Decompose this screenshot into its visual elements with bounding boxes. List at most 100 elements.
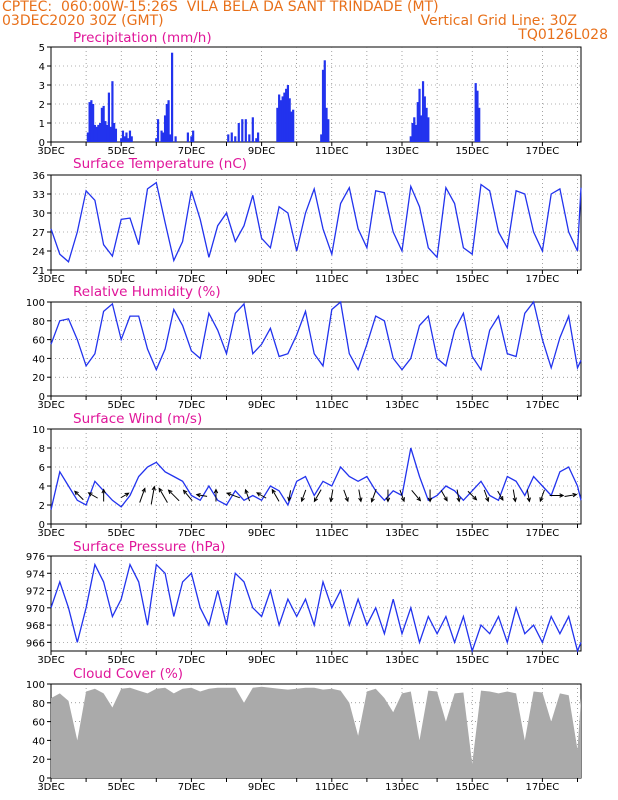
y-tick-label-cloud: 80 bbox=[32, 699, 45, 710]
precip-bar bbox=[155, 138, 158, 142]
wind-arrow-head bbox=[485, 497, 490, 503]
precip-bar bbox=[95, 126, 98, 142]
x-tick-label: 11DEC bbox=[315, 655, 349, 666]
precip-bar bbox=[111, 81, 114, 142]
wind-arrow bbox=[120, 492, 129, 499]
y-tick-label-rh: 60 bbox=[32, 336, 45, 347]
y-tick-label-rh: 0 bbox=[39, 392, 45, 403]
panel-title-pres: Surface Pressure (hPa) bbox=[73, 539, 226, 555]
wind-arrow-head bbox=[124, 492, 130, 497]
precip-bar bbox=[170, 52, 174, 143]
precip-bar bbox=[100, 107, 103, 142]
precip-bar bbox=[474, 83, 477, 142]
line-wind bbox=[50, 447, 582, 510]
y-tick-label-pres: 970 bbox=[26, 604, 45, 615]
wind-arrow bbox=[371, 488, 377, 503]
wind-arrow bbox=[271, 489, 280, 502]
x-tick-label: 9DEC bbox=[248, 400, 275, 411]
wind-arrow bbox=[467, 490, 477, 501]
wind-arrow bbox=[539, 489, 545, 502]
x-tick-label: 17DEC bbox=[526, 274, 560, 285]
precip-bar bbox=[127, 138, 130, 142]
y-tick-label-rh: 100 bbox=[26, 298, 45, 309]
y-tick-label-pres: 976 bbox=[26, 552, 45, 563]
x-tick-label: 7DEC bbox=[178, 400, 205, 411]
x-tick-label: 3DEC bbox=[37, 400, 64, 411]
x-tick-label: 7DEC bbox=[178, 782, 205, 793]
y-tick-label-cloud: 60 bbox=[32, 718, 45, 729]
panel-title-wind: Surface Wind (m/s) bbox=[73, 411, 202, 427]
x-tick-label: 17DEC bbox=[526, 655, 560, 666]
precip-bar bbox=[106, 124, 109, 142]
wind-arrow-head bbox=[313, 497, 318, 503]
precip-bar bbox=[323, 60, 326, 142]
y-tick-label-precip: 1 bbox=[39, 119, 45, 130]
precip-bar bbox=[163, 115, 167, 142]
wind-arrow bbox=[74, 490, 84, 501]
wind-arrow bbox=[399, 489, 405, 502]
wind-arrow-head bbox=[572, 492, 578, 498]
precip-bar bbox=[90, 100, 93, 142]
precip-bar bbox=[248, 134, 251, 142]
precip-bar bbox=[237, 123, 240, 142]
y-tick-label-temp: 33 bbox=[32, 190, 45, 201]
wind-arrow-head bbox=[539, 497, 544, 503]
wind-arrow bbox=[440, 490, 448, 501]
x-tick-label: 13DEC bbox=[385, 528, 419, 539]
precip-bar bbox=[114, 128, 118, 142]
wind-arrow bbox=[227, 492, 241, 499]
x-tick-label: 9DEC bbox=[248, 146, 275, 157]
wind-arrow-head bbox=[226, 492, 232, 497]
x-tick-label: 13DEC bbox=[385, 400, 419, 411]
y-tick-label-rh: 40 bbox=[32, 354, 45, 365]
x-tick-label: 11DEC bbox=[315, 274, 349, 285]
wind-arrow-head bbox=[427, 497, 433, 503]
wind-arrow-head bbox=[559, 493, 565, 498]
x-tick-label: 5DEC bbox=[108, 655, 135, 666]
precip-bar bbox=[230, 132, 233, 142]
precip-bar bbox=[192, 130, 195, 142]
wind-arrow-head bbox=[244, 488, 249, 494]
y-tick-label-precip: 3 bbox=[39, 81, 45, 92]
header-date: 03DEC2020 30Z (GMT) bbox=[2, 13, 164, 29]
y-tick-label-pres: 974 bbox=[26, 569, 45, 580]
panel-title-rh: Relative Humidity (%) bbox=[73, 284, 221, 300]
x-tick-label: 3DEC bbox=[37, 655, 64, 666]
x-tick-label: 3DEC bbox=[37, 528, 64, 539]
y-tick-label-cloud: 0 bbox=[39, 774, 45, 785]
wind-arrow bbox=[139, 488, 146, 503]
line-pres bbox=[50, 562, 582, 654]
precip-bar bbox=[109, 126, 112, 142]
wind-arrow-head bbox=[300, 497, 305, 503]
x-tick-label: 15DEC bbox=[455, 400, 489, 411]
precip-bar bbox=[416, 102, 419, 142]
x-tick-label: 7DEC bbox=[178, 528, 205, 539]
header-grid-line-info: Vertical Grid Line: 30Z bbox=[420, 13, 577, 29]
y-tick-label-wind: 0 bbox=[39, 520, 45, 531]
precip-bar bbox=[411, 123, 414, 142]
x-tick-label: 9DEC bbox=[248, 274, 275, 285]
precip-bar bbox=[425, 107, 428, 142]
x-tick-label: 13DEC bbox=[385, 274, 419, 285]
header-line-1: CPTEC: 060:00W-15:26S VILA BELA DA SANT … bbox=[2, 0, 439, 15]
precip-bar bbox=[292, 109, 295, 142]
precip-bar bbox=[476, 90, 479, 142]
x-tick-label: 15DEC bbox=[455, 655, 489, 666]
wind-arrow bbox=[245, 489, 251, 502]
x-tick-label: 17DEC bbox=[526, 782, 560, 793]
header-model-code: TQ0126L028 bbox=[518, 27, 608, 43]
y-tick-label-temp: 24 bbox=[32, 247, 45, 258]
plot-frame-precip bbox=[50, 46, 582, 143]
precip-bar bbox=[420, 115, 423, 142]
x-tick-label: 13DEC bbox=[385, 146, 419, 157]
wind-arrow bbox=[288, 490, 292, 501]
y-tick-label-precip: 4 bbox=[39, 62, 45, 73]
x-tick-label: 7DEC bbox=[178, 274, 205, 285]
precip-bar bbox=[227, 134, 230, 142]
wind-arrow-head bbox=[512, 497, 517, 503]
y-tick-label-cloud: 100 bbox=[26, 680, 45, 691]
x-tick-label: 15DEC bbox=[455, 528, 489, 539]
wind-arrow bbox=[301, 489, 307, 502]
precip-bar bbox=[113, 123, 116, 142]
